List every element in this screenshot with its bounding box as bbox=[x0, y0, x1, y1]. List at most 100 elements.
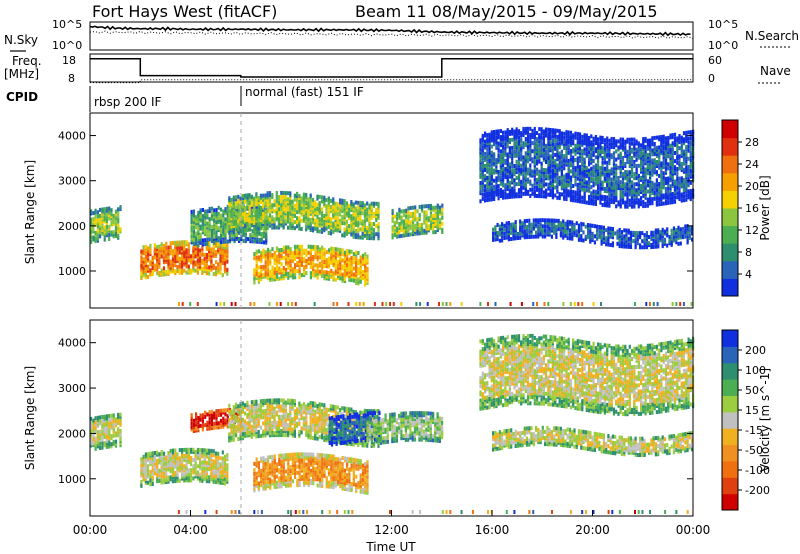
heatmap-cell bbox=[490, 185, 493, 190]
heatmap-cell bbox=[658, 151, 661, 156]
heatmap-cell bbox=[201, 226, 204, 231]
heatmap-cell bbox=[311, 202, 315, 206]
heatmap-cell bbox=[606, 195, 609, 200]
heatmap-cell bbox=[314, 255, 317, 260]
heatmap-cell bbox=[287, 197, 290, 202]
heatmap-cell bbox=[531, 187, 534, 192]
heatmap-cell bbox=[197, 237, 200, 242]
heatmap-cell bbox=[289, 221, 292, 226]
heatmap-cell bbox=[628, 190, 631, 195]
heatmap-cell bbox=[217, 266, 220, 271]
heatmap-cell bbox=[495, 145, 498, 150]
heatmap-cell bbox=[623, 238, 626, 243]
heatmap-cell bbox=[237, 213, 240, 218]
heatmap-cell bbox=[291, 199, 294, 204]
heatmap-cell bbox=[540, 161, 543, 166]
heatmap-cell bbox=[606, 152, 609, 157]
heatmap-cell bbox=[521, 229, 524, 234]
heatmap-cell bbox=[481, 164, 484, 169]
heatmap-cell bbox=[307, 213, 310, 218]
heatmap-cell bbox=[574, 166, 577, 171]
heatmap-cell bbox=[213, 212, 216, 217]
heatmap-cell bbox=[262, 248, 265, 253]
heatmap-cell bbox=[680, 137, 683, 142]
heatmap-cell bbox=[223, 257, 227, 262]
heatmap-cell bbox=[606, 136, 609, 141]
heatmap-cell bbox=[646, 189, 649, 194]
heatmap-cell bbox=[232, 207, 235, 212]
heatmap-cell bbox=[495, 170, 498, 175]
heatmap-cell bbox=[620, 234, 624, 239]
heatmap-cell bbox=[640, 159, 643, 164]
heatmap-cell bbox=[260, 273, 263, 278]
heatmap-cell bbox=[400, 219, 403, 224]
heatmap-cell bbox=[495, 158, 498, 163]
heatmap-cell bbox=[293, 226, 296, 231]
heatmap-cell bbox=[545, 174, 548, 179]
heatmap-cell bbox=[316, 271, 319, 276]
heatmap-cell bbox=[667, 178, 670, 183]
heatmap-cell bbox=[593, 224, 596, 229]
heatmap-cell bbox=[540, 194, 543, 199]
heatmap-cell bbox=[565, 197, 568, 202]
heatmap-cell bbox=[506, 136, 509, 141]
heatmap-cell bbox=[615, 186, 618, 190]
heatmap-cell bbox=[212, 272, 215, 276]
heatmap-cell bbox=[265, 240, 268, 245]
heatmap-cell bbox=[264, 264, 267, 269]
heatmap-cell bbox=[273, 209, 276, 214]
heatmap-cell bbox=[605, 228, 608, 233]
heatmap-cell bbox=[592, 201, 595, 206]
heatmap-cell bbox=[644, 149, 647, 154]
heatmap-cell bbox=[377, 228, 380, 233]
heatmap-cell bbox=[689, 162, 692, 167]
heatmap-cell bbox=[506, 174, 509, 179]
heatmap-cell bbox=[194, 260, 197, 265]
heatmap-cell bbox=[558, 151, 561, 156]
heatmap-cell bbox=[612, 151, 616, 156]
heatmap-cell bbox=[280, 211, 283, 216]
heatmap-cell bbox=[244, 199, 247, 204]
heatmap-cell bbox=[237, 219, 240, 224]
heatmap-cell bbox=[181, 262, 184, 267]
heatmap-cell bbox=[602, 235, 605, 240]
heatmap-cell bbox=[334, 269, 337, 274]
heatmap-cell bbox=[541, 224, 544, 229]
heatmap-cell bbox=[284, 215, 287, 220]
heatmap-cell bbox=[239, 196, 242, 201]
heatmap-cell bbox=[505, 233, 508, 238]
heatmap-cell bbox=[664, 166, 668, 171]
heatmap-cell bbox=[556, 147, 559, 152]
heatmap-cell bbox=[149, 268, 152, 273]
heatmap-cell bbox=[228, 230, 231, 235]
heatmap-cell bbox=[192, 209, 195, 214]
heatmap-cell bbox=[250, 200, 253, 205]
heatmap-cell bbox=[400, 209, 403, 214]
heatmap-cell bbox=[481, 152, 484, 157]
heatmap-cell bbox=[217, 236, 220, 241]
heatmap-cell bbox=[153, 247, 156, 252]
heatmap-cell bbox=[517, 153, 521, 158]
heatmap-cell bbox=[632, 230, 635, 235]
heatmap-cell bbox=[259, 206, 262, 210]
heatmap-cell bbox=[572, 171, 575, 176]
heatmap-cell bbox=[536, 167, 539, 172]
heatmap-cell bbox=[536, 177, 539, 182]
heatmap-cell bbox=[92, 217, 95, 222]
heatmap-cell bbox=[339, 258, 342, 263]
heatmap-cell bbox=[282, 245, 285, 250]
heatmap-cell bbox=[526, 126, 530, 131]
heatmap-cell bbox=[153, 243, 156, 248]
heatmap-cell bbox=[621, 155, 625, 160]
heatmap-cell bbox=[680, 164, 683, 169]
heatmap-cell bbox=[372, 228, 376, 233]
heatmap-cell bbox=[562, 231, 565, 236]
heatmap-cell bbox=[201, 244, 204, 249]
heatmap-cell bbox=[619, 137, 622, 142]
heatmap-cell bbox=[312, 257, 315, 262]
heatmap-cell bbox=[576, 160, 579, 165]
heatmap-cell bbox=[253, 235, 256, 240]
heatmap-cell bbox=[619, 161, 622, 166]
heatmap-cell bbox=[624, 184, 627, 189]
heatmap-cell bbox=[488, 193, 491, 198]
